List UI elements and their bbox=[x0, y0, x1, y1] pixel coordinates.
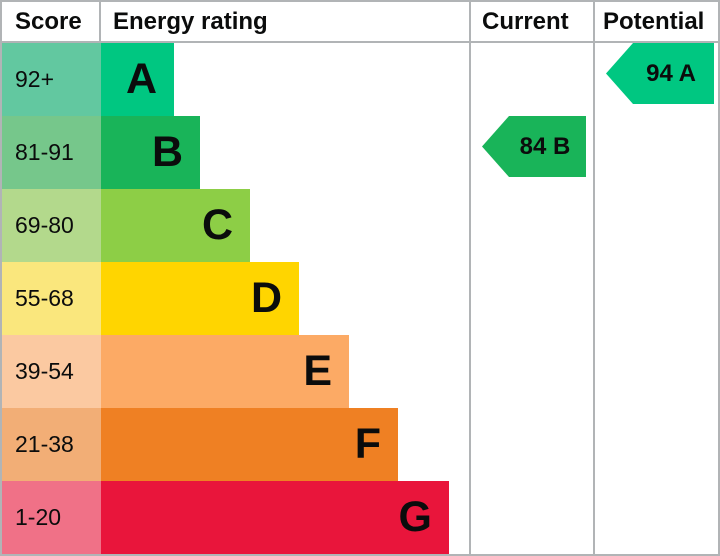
current-cell-b: 84 B bbox=[469, 116, 593, 189]
band-bar-e: E bbox=[101, 335, 349, 408]
band-row-f: 21-38 F bbox=[2, 408, 718, 481]
potential-cell-f bbox=[593, 408, 718, 481]
bar-cell-d: D bbox=[101, 262, 469, 335]
band-row-d: 55-68 D bbox=[2, 262, 718, 335]
current-cell-f bbox=[469, 408, 593, 481]
header-energy-rating: Energy rating bbox=[113, 8, 268, 35]
header-potential: Potential bbox=[593, 2, 718, 41]
band-bar-b: B bbox=[101, 116, 200, 189]
potential-cell-c bbox=[593, 189, 718, 262]
score-range-f: 21-38 bbox=[2, 408, 101, 481]
current-cell-a bbox=[469, 43, 593, 116]
band-bar-f: F bbox=[101, 408, 398, 481]
potential-cell-e bbox=[593, 335, 718, 408]
score-range-g: 1-20 bbox=[2, 481, 101, 554]
score-range-c: 69-80 bbox=[2, 189, 101, 262]
bar-cell-e: E bbox=[101, 335, 469, 408]
bar-cell-g: G bbox=[101, 481, 469, 554]
score-range-e: 39-54 bbox=[2, 335, 101, 408]
score-range-d: 55-68 bbox=[2, 262, 101, 335]
current-cell-e bbox=[469, 335, 593, 408]
current-rating-arrow: 84 B bbox=[482, 116, 586, 177]
band-row-b: 81-91 B 84 B bbox=[2, 116, 718, 189]
potential-rating-arrow: 94 A bbox=[606, 43, 714, 104]
current-cell-g bbox=[469, 481, 593, 554]
current-cell-c bbox=[469, 189, 593, 262]
score-range-b: 81-91 bbox=[2, 116, 101, 189]
band-row-a: 92+ A 94 A bbox=[2, 43, 718, 116]
bar-cell-c: C bbox=[101, 189, 469, 262]
band-bar-g: G bbox=[101, 481, 449, 554]
band-bar-d: D bbox=[101, 262, 299, 335]
band-row-c: 69-80 C bbox=[2, 189, 718, 262]
header-score: Score bbox=[2, 2, 101, 41]
band-bar-c: C bbox=[101, 189, 250, 262]
potential-cell-g bbox=[593, 481, 718, 554]
band-row-g: 1-20 G bbox=[2, 481, 718, 554]
potential-cell-a: 94 A bbox=[593, 43, 718, 116]
band-bar-a: A bbox=[101, 43, 174, 116]
score-range-a: 92+ bbox=[2, 43, 101, 116]
header-current: Current bbox=[469, 2, 593, 41]
current-cell-d bbox=[469, 262, 593, 335]
bar-cell-b: B bbox=[101, 116, 469, 189]
potential-cell-b bbox=[593, 116, 718, 189]
band-row-e: 39-54 E bbox=[2, 335, 718, 408]
bar-cell-f: F bbox=[101, 408, 469, 481]
bar-cell-a: A bbox=[101, 43, 469, 116]
chart-header: Score Energy rating Current Potential bbox=[2, 2, 718, 43]
potential-cell-d bbox=[593, 262, 718, 335]
